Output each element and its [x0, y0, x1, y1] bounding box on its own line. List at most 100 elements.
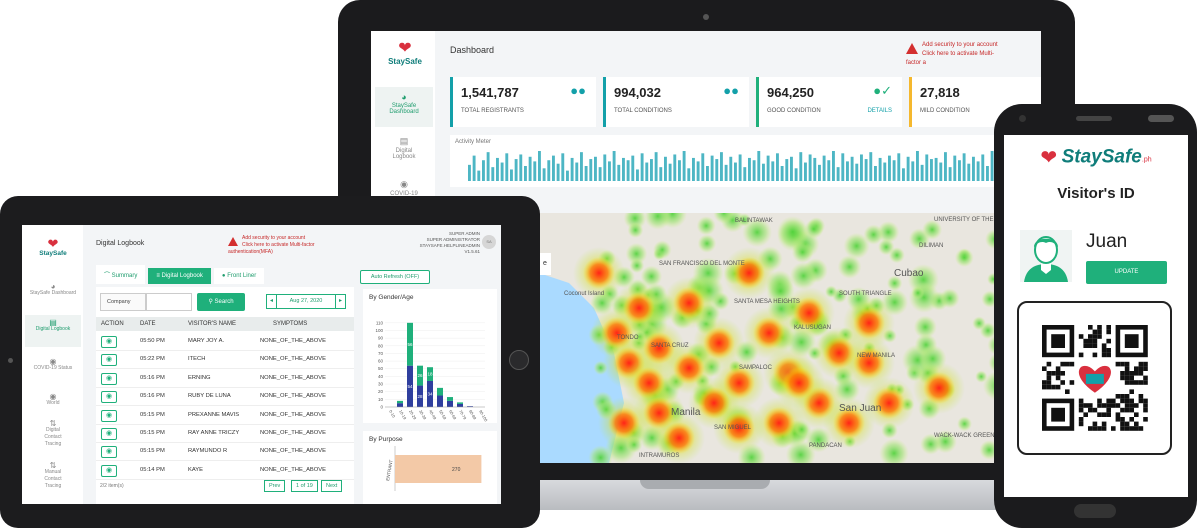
activity-bar: [841, 153, 845, 181]
qr-module: [1092, 329, 1098, 335]
view-eye-icon[interactable]: ◉: [101, 336, 117, 348]
qr-module: [1120, 417, 1125, 422]
data-label: 28: [417, 394, 423, 399]
activity-bar: [939, 162, 943, 181]
qr-module: [1092, 426, 1098, 431]
mfa-alert[interactable]: Add security to your account Click here …: [228, 235, 315, 255]
qr-module: [1092, 352, 1098, 358]
heat-spot: [793, 297, 825, 329]
heat-spot: [923, 372, 955, 404]
laptop-logo[interactable]: ❤ StaySafe: [385, 41, 425, 67]
map-control[interactable]: e: [539, 253, 551, 275]
qr-module: [1120, 398, 1125, 404]
qr-module: [1106, 403, 1111, 408]
tab-digital-logbook[interactable]: ≡ Digital Logbook: [148, 268, 211, 284]
qr-module: [1120, 426, 1125, 431]
qr-module: [1060, 380, 1065, 385]
nav-item-covid[interactable]: ◉ COVID-19: [375, 176, 433, 200]
map-label: SANTA CRUZ: [651, 343, 689, 349]
gauge-icon: ◕: [50, 282, 56, 291]
view-eye-icon[interactable]: ◉: [101, 372, 117, 385]
qr-module: [1097, 398, 1102, 404]
heat-spot: [791, 241, 814, 263]
company-search-input[interactable]: [146, 293, 192, 311]
tnav-digital-tracing[interactable]: ⇅ Digital Contact Tracing: [25, 420, 81, 456]
list-icon: ≡: [156, 273, 162, 279]
nav-item-digital-logbook[interactable]: ▤ Digital Logbook: [375, 133, 433, 171]
activity-chart: [468, 151, 1027, 181]
map-label: WACK-WACK GREENHILLS: [934, 433, 1012, 439]
activity-bar: [846, 161, 849, 181]
heat-spot: [737, 213, 752, 227]
company-field-label: Company: [100, 293, 146, 311]
activity-bar: [888, 155, 891, 181]
activity-bar: [958, 160, 961, 181]
tnav-manual-tracing[interactable]: ⇅ Manual Contact Tracing: [25, 462, 81, 498]
activity-bar: [598, 167, 602, 181]
view-eye-icon[interactable]: ◉: [101, 464, 117, 477]
auto-refresh-toggle[interactable]: Auto Refresh (OFF): [360, 270, 430, 284]
heat-spot: [922, 219, 943, 240]
tab-bar: ⌒ Summary ≡ Digital Logbook ● Front Liner: [96, 264, 267, 284]
update-button[interactable]: UPDATE: [1086, 261, 1167, 284]
activity-bar: [813, 157, 817, 181]
qr-module: [1120, 375, 1125, 381]
heat-spot: [629, 258, 645, 273]
view-eye-icon[interactable]: ◉: [101, 428, 117, 440]
heatmap-map[interactable]: e BALINTAWAK UNIVERSITY OF THE PHILIPPINE…: [539, 213, 1041, 463]
view-eye-icon[interactable]: ◉: [101, 354, 117, 367]
heat-spot: [920, 433, 942, 455]
chevron-left-icon[interactable]: ◂: [267, 295, 277, 308]
tnav-dashboard[interactable]: ◕ StaySafe Dashboard: [25, 280, 81, 310]
activity-bar: [855, 163, 859, 181]
users-icon: ●: [221, 273, 228, 279]
data-label: 54: [407, 384, 413, 389]
heat-spot: [833, 407, 865, 439]
activity-bar: [892, 160, 896, 181]
next-button[interactable]: Next: [321, 480, 343, 492]
activity-bar: [925, 154, 929, 181]
qr-module: [1143, 407, 1148, 413]
activity-bar: [911, 161, 915, 181]
avatar[interactable]: SA: [482, 235, 496, 249]
qr-module: [1088, 343, 1093, 348]
date-picker[interactable]: ◂ Aug 27, 2020 ▸: [266, 294, 346, 309]
heat-spot: [853, 307, 885, 339]
tablet-logo[interactable]: ❤ StaySafe: [32, 237, 74, 257]
view-eye-icon[interactable]: ◉: [101, 391, 117, 404]
tnav-covid-status[interactable]: ◉ COVID-19 Status: [25, 358, 81, 386]
y-tick-label: 100: [375, 328, 383, 333]
tab-summary[interactable]: ⌒ Summary: [96, 265, 146, 284]
qr-module: [1143, 361, 1148, 367]
tnav-digital-logbook[interactable]: ▤ Digital Logbook: [25, 315, 81, 347]
activity-bar: [477, 170, 481, 181]
prev-button[interactable]: Prev: [264, 480, 286, 492]
activity-title: Activity Meter: [455, 139, 492, 145]
nav-item-dashboard[interactable]: ◕ StaySafe Dashboard: [375, 87, 433, 127]
qr-module: [1101, 352, 1107, 358]
qr-module: [1115, 412, 1121, 417]
qr-module: [1120, 421, 1125, 427]
search-button[interactable]: ⚲ Search: [197, 293, 245, 311]
activity-bar: [668, 163, 672, 181]
heat-spot: [627, 222, 644, 238]
stat-total-conditions: 994,032 TOTAL CONDITIONS ●●: [603, 77, 749, 127]
view-eye-icon[interactable]: ◉: [101, 446, 117, 459]
activity-bar: [589, 159, 593, 181]
activity-bar: [906, 156, 910, 181]
qr-module: [1083, 338, 1088, 344]
view-eye-icon[interactable]: ◉: [101, 409, 117, 422]
tnav-world[interactable]: ◉ World: [25, 393, 81, 413]
details-link[interactable]: DETAILS: [867, 108, 892, 114]
mfa-alert[interactable]: Add security to your account Click here …: [906, 42, 998, 66]
activity-bar: [617, 164, 621, 181]
qr-module: [1083, 403, 1088, 408]
activity-bar: [762, 163, 765, 181]
row-symptoms: NONE_OF_THE_ABOVE: [260, 374, 327, 381]
tab-front-liner[interactable]: ● Front Liner: [213, 268, 265, 284]
qr-module: [1092, 334, 1098, 339]
chevron-right-icon[interactable]: ▸: [335, 295, 345, 308]
heat-spot: [703, 327, 735, 359]
map-label: BALINTAWAK: [735, 218, 773, 224]
